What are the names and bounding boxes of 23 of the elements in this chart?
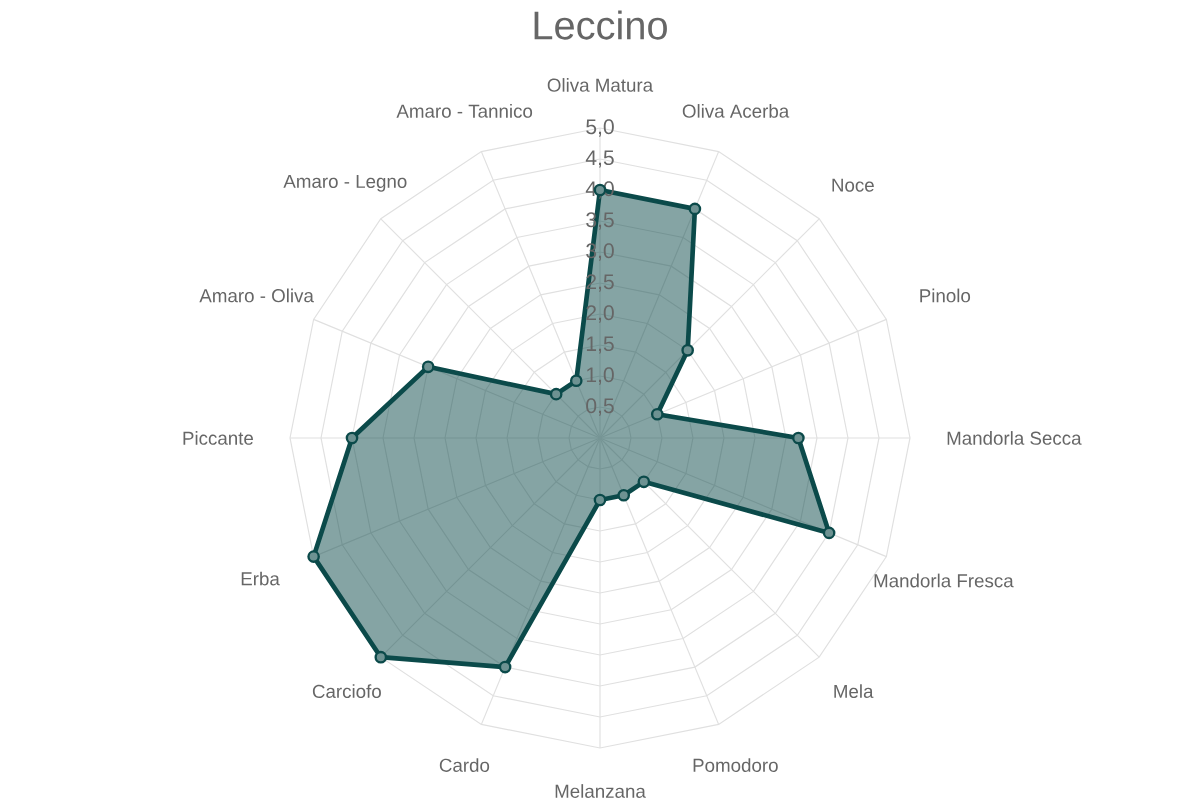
spoke-label: Pinolo — [920, 288, 971, 303]
spoke-label: Noce — [832, 178, 874, 192]
y-tick-label: 0,5 — [586, 398, 614, 416]
spoke-label: Oliva Acerba — [682, 104, 790, 119]
spoke-label: Cardo — [439, 758, 490, 773]
spoke-label: Mela — [834, 684, 874, 699]
spoke-label: Amaro - Legno — [283, 175, 407, 192]
chart-title: Leccino — [534, 10, 667, 40]
spoke-label: Mandorla Fresca — [874, 573, 1014, 588]
spoke-label: Erba — [241, 571, 280, 586]
spoke-label: Pomodoro — [693, 758, 778, 773]
y-tick-label: 5,0 — [586, 119, 614, 137]
y-tick-label: 1,0 — [586, 367, 614, 385]
spoke-label: Carciofo — [312, 684, 381, 699]
spoke-label: Amaro - Oliva — [199, 288, 314, 303]
y-tick-label: 2,0 — [586, 305, 614, 323]
spoke-label: Oliva Matura — [547, 78, 654, 93]
spoke-label: Mandorla Secca — [947, 431, 1082, 446]
spoke-label: Melanzana — [555, 784, 646, 799]
spoke-label: Piccante — [183, 431, 254, 446]
y-tick-label: 1,5 — [586, 336, 614, 354]
spoke-label: Amaro - Tannico — [396, 104, 533, 119]
y-tick-label: 4,5 — [585, 150, 614, 168]
